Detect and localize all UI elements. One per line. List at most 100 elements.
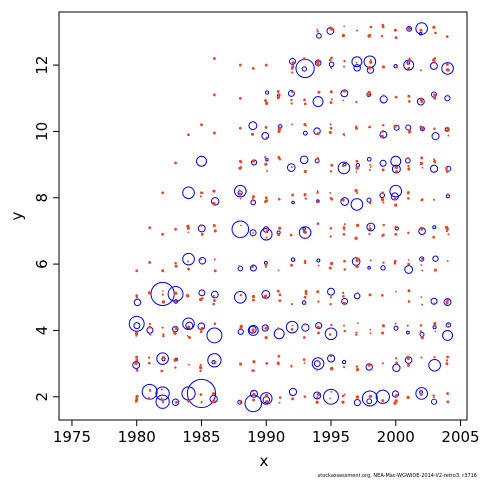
red-dot: [407, 66, 411, 70]
blue-circle: [128, 315, 145, 332]
red-dot: [382, 201, 385, 204]
red-dot: [330, 323, 333, 327]
red-dot: [251, 390, 254, 393]
red-dot: [264, 196, 268, 200]
red-dot: [420, 69, 422, 72]
red-dot: [420, 296, 423, 299]
red-dot: [328, 266, 332, 270]
red-dot: [343, 223, 346, 226]
red-dot: [264, 263, 268, 267]
red-dot: [148, 332, 152, 336]
red-dot: [212, 399, 216, 403]
red-dot: [302, 358, 306, 361]
red-dot: [420, 335, 424, 340]
red-dot: [135, 397, 139, 401]
red-dot: [343, 259, 346, 263]
red-dot: [355, 368, 360, 372]
red-dot: [356, 265, 359, 268]
red-dot: [329, 126, 333, 130]
red-dot: [341, 198, 345, 202]
blue-circle: [285, 320, 299, 334]
blue-circle: [291, 200, 295, 205]
red-dot: [162, 290, 164, 292]
red-dot: [251, 197, 254, 200]
red-dot: [342, 99, 345, 102]
red-dot: [252, 360, 256, 364]
red-dot: [447, 134, 450, 137]
red-dot: [148, 261, 152, 264]
red-dot: [445, 362, 449, 366]
red-dot: [160, 397, 163, 400]
blue-circle: [287, 89, 295, 97]
red-dot: [135, 355, 139, 359]
blue-circle: [393, 124, 400, 131]
blue-circle: [337, 161, 351, 175]
blue-circle: [366, 222, 376, 232]
x-tick-label: 1985: [182, 428, 220, 446]
red-dot: [368, 126, 370, 129]
red-dot: [343, 228, 346, 231]
blue-circle: [324, 327, 338, 341]
red-dot: [433, 61, 437, 64]
blue-circle: [313, 360, 321, 368]
red-dot: [407, 94, 411, 98]
red-dot: [433, 159, 437, 163]
red-dot: [251, 199, 254, 202]
red-dot: [342, 89, 347, 93]
red-dot: [393, 197, 397, 201]
red-dot: [395, 361, 399, 365]
red-dot: [343, 65, 346, 68]
red-dot: [173, 358, 177, 362]
red-dot: [304, 302, 307, 305]
red-dot: [355, 333, 358, 336]
red-dot: [277, 233, 281, 237]
red-dot: [251, 328, 255, 332]
blue-circle: [430, 297, 438, 305]
blue-circle: [196, 155, 207, 167]
y-axis-title: y: [8, 211, 26, 220]
red-dot: [252, 398, 256, 402]
red-dot: [421, 269, 424, 272]
blue-circle: [366, 398, 373, 405]
red-dot: [265, 229, 269, 234]
blue-circle: [355, 163, 361, 168]
red-dot: [264, 327, 267, 330]
red-dot: [329, 123, 332, 126]
red-dot: [251, 159, 256, 163]
red-dot: [367, 66, 372, 70]
red-dot: [290, 364, 293, 367]
blue-circle: [327, 354, 336, 363]
red-dot: [315, 200, 319, 204]
red-dot: [303, 193, 307, 196]
blue-circle: [248, 121, 258, 131]
red-dot: [162, 334, 165, 338]
red-dot: [278, 293, 282, 297]
red-dot: [341, 400, 345, 404]
red-dot: [355, 223, 360, 228]
red-dot: [316, 132, 320, 136]
red-dot: [329, 227, 333, 230]
blue-circle: [289, 57, 296, 65]
red-dot: [265, 236, 268, 239]
red-dot: [355, 398, 357, 401]
blue-circle: [313, 391, 322, 400]
blue-circle: [380, 265, 386, 271]
red-dot: [394, 165, 399, 170]
red-dot: [186, 335, 189, 337]
red-dot: [250, 132, 255, 136]
red-dot: [420, 199, 423, 202]
blue-circle: [207, 353, 222, 368]
red-dot: [213, 229, 217, 233]
red-dot: [187, 325, 191, 329]
red-dot: [213, 299, 216, 302]
y-tick-label: 8: [33, 193, 51, 203]
red-dot: [445, 68, 448, 71]
red-dot: [316, 190, 319, 193]
red-dot: [419, 324, 423, 327]
red-dot: [238, 166, 242, 170]
red-dot: [135, 368, 139, 372]
red-dot: [381, 23, 385, 27]
blue-circle: [366, 197, 372, 203]
red-dot: [276, 95, 280, 100]
red-dot: [213, 258, 216, 261]
